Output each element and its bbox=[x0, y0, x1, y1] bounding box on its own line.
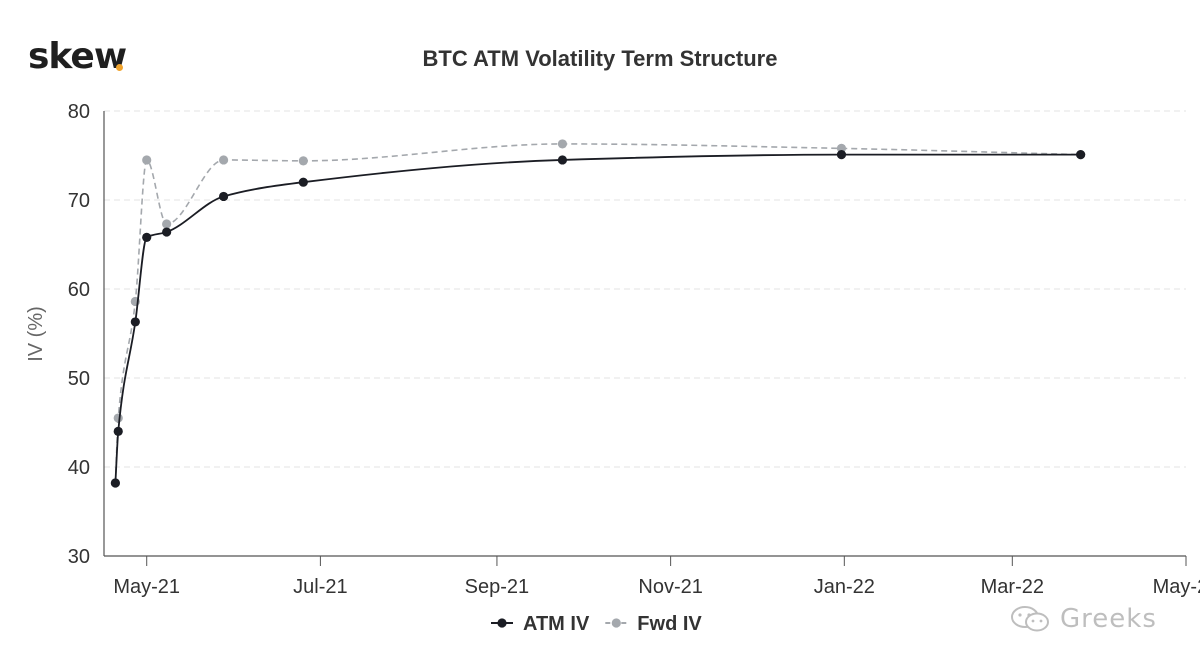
legend-item-atm-iv[interactable]: ATM IV bbox=[491, 613, 590, 635]
data-point-atm-iv[interactable] bbox=[298, 177, 308, 187]
x-tick-label: May-22 bbox=[1153, 576, 1200, 598]
x-tick-label: Sep-21 bbox=[465, 576, 530, 598]
data-point-fwd-iv[interactable] bbox=[162, 219, 172, 229]
x-tick-label: Jan-22 bbox=[814, 576, 875, 598]
x-tick-label: May-21 bbox=[113, 576, 180, 598]
data-point-fwd-iv[interactable] bbox=[298, 156, 308, 166]
axes: 30 40 50 60 70 80 May-21 Jul-21 Sep-21 Nov-21 Jan-… bbox=[68, 101, 1200, 598]
data-point-fwd-iv[interactable] bbox=[218, 155, 229, 165]
data-point-atm-iv[interactable] bbox=[162, 227, 172, 237]
legend-label: ATM IV bbox=[523, 613, 590, 635]
chart-legend[interactable]: ATM IV Fwd IV bbox=[491, 613, 702, 635]
x-tick-label: Jul-21 bbox=[293, 576, 347, 598]
data-point-atm-iv[interactable] bbox=[218, 191, 229, 202]
y-tick-label: 40 bbox=[68, 457, 90, 479]
wechat-icon bbox=[1011, 606, 1049, 632]
data-point-atm-iv[interactable] bbox=[836, 150, 847, 160]
data-point-atm-iv[interactable] bbox=[557, 155, 568, 165]
skew-logo: skew bbox=[28, 36, 127, 77]
logo-text: skew bbox=[28, 36, 127, 77]
y-axis-label: IV (%) bbox=[25, 306, 47, 362]
data-point-atm-iv[interactable] bbox=[1076, 150, 1086, 160]
data-point-fwd-iv[interactable] bbox=[142, 155, 152, 165]
y-tick-label: 70 bbox=[68, 190, 90, 212]
chart-title: BTC ATM Volatility Term Structure bbox=[423, 46, 778, 71]
data-point-atm-iv[interactable] bbox=[110, 478, 120, 488]
data-point-atm-iv[interactable] bbox=[142, 232, 152, 242]
legend-label: Fwd IV bbox=[637, 613, 702, 635]
data-point-atm-iv[interactable] bbox=[113, 426, 123, 436]
watermark: Greeks bbox=[1010, 604, 1157, 634]
data-point-atm-iv[interactable] bbox=[130, 317, 140, 327]
data-point-fwd-iv[interactable] bbox=[113, 413, 123, 423]
logo-accent-dot bbox=[116, 64, 123, 71]
series-layer bbox=[110, 139, 1086, 488]
legend-item-fwd-iv[interactable]: Fwd IV bbox=[605, 613, 702, 635]
watermark-text: Greeks bbox=[1060, 604, 1157, 634]
data-point-fwd-iv[interactable] bbox=[557, 139, 568, 149]
grid-lines bbox=[104, 110, 1186, 468]
x-tick-label: Nov-21 bbox=[638, 576, 702, 598]
y-tick-label: 50 bbox=[68, 368, 90, 390]
series-line-atm-iv bbox=[114, 153, 1081, 484]
y-tick-label: 80 bbox=[68, 101, 90, 123]
legend-marker bbox=[497, 618, 507, 628]
legend-marker bbox=[611, 618, 621, 628]
series-line-fwd-iv bbox=[114, 143, 1081, 484]
y-tick-label: 60 bbox=[68, 279, 90, 301]
y-tick-label: 30 bbox=[68, 546, 90, 568]
x-tick-label: Mar-22 bbox=[981, 576, 1044, 598]
